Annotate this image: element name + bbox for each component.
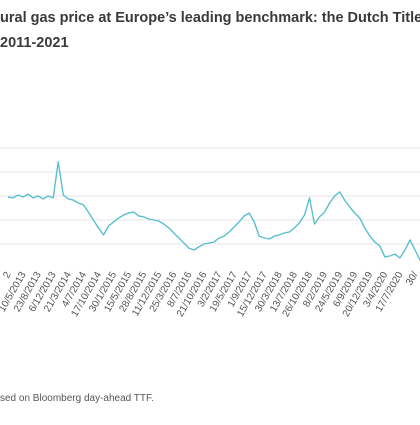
data-line [7, 161, 420, 262]
source-note: sed on Bloomberg day-ahead TTF. [0, 393, 154, 404]
x-tick-label: 30/ [404, 270, 420, 288]
x-tick-label: 2 [1, 270, 14, 281]
chart-title: ural gas price at Europe’s leading bench… [0, 10, 420, 26]
chart-subtitle: 2011-2021 [0, 35, 69, 51]
